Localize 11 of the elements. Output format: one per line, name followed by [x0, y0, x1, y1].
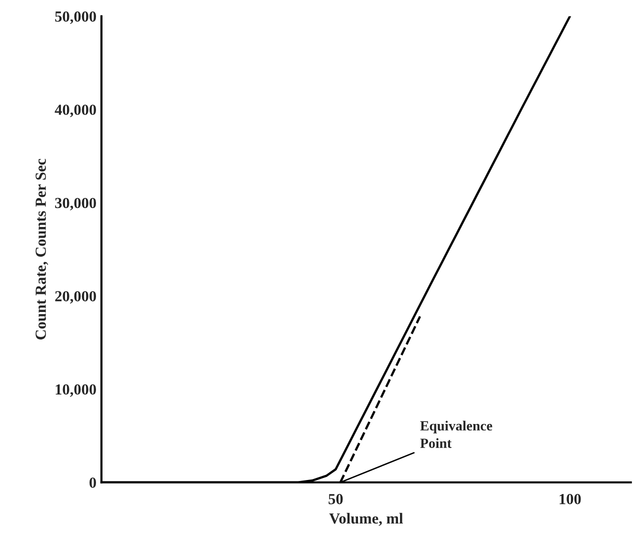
y-tick-label: 40,000 [54, 104, 96, 118]
y-axis-title: Count Rate, Counts Per Sec [36, 158, 48, 340]
y-tick-label: 50,000 [55, 11, 96, 24]
x-tick-label: 100 [560, 494, 581, 504]
x-axis-title: Volume, ml [329, 512, 403, 526]
y-tick-label: 0 [90, 478, 96, 488]
y-tick-label: 20,000 [55, 291, 96, 304]
annotation: Equivalence Point [420, 420, 492, 448]
x-tick-label: 50 [328, 494, 343, 504]
y-tick-label: 30,000 [55, 198, 96, 210]
y-tick-label: 10,000 [56, 384, 96, 397]
